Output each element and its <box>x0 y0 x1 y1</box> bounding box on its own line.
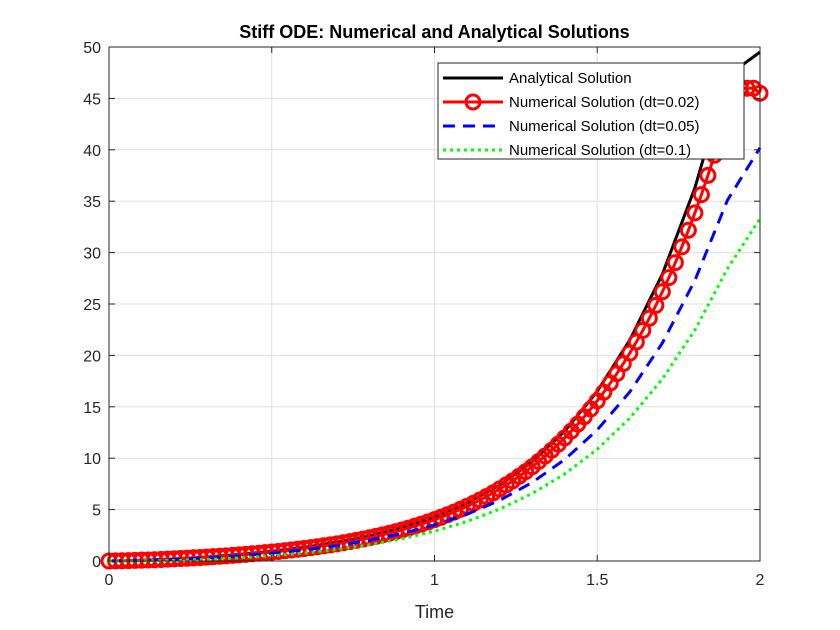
y-tick-label: 0 <box>92 554 101 571</box>
y-tick-label: 5 <box>92 503 101 520</box>
data-point <box>647 296 665 314</box>
data-point <box>679 221 697 239</box>
series-line <box>108 146 762 563</box>
data-point <box>673 238 691 256</box>
legend-label: Analytical Solution <box>509 70 632 87</box>
legend: Analytical Solution Numerical Solution (d… <box>437 62 745 160</box>
x-tick-label: 1.5 <box>586 572 608 589</box>
legend-label: Numerical Solution (dt=0.1) <box>509 142 691 159</box>
x-axis-label: Time <box>415 602 454 622</box>
y-tick-label: 45 <box>83 91 101 108</box>
y-tick-label: 20 <box>83 348 101 365</box>
legend-label: Numerical Solution (dt=0.05) <box>509 118 700 135</box>
data-point <box>666 254 684 272</box>
x-tick-label: 0 <box>105 572 114 589</box>
series-line <box>109 217 762 563</box>
data-point <box>699 166 717 184</box>
legend-label: Numerical Solution (dt=0.02) <box>509 94 700 111</box>
y-tick-label: 40 <box>83 143 101 160</box>
y-tick-label: 10 <box>83 451 101 468</box>
chart-title: Stiff ODE: Numerical and Analytical Solu… <box>239 22 629 42</box>
series-3 <box>109 217 762 563</box>
x-tick-label: 1 <box>430 572 439 589</box>
grid <box>108 46 761 562</box>
series-2 <box>108 146 762 563</box>
legend-marker <box>464 93 482 111</box>
x-tick-label: 0.5 <box>261 572 283 589</box>
data-point <box>660 269 678 287</box>
data-point <box>653 283 671 301</box>
x-tick-label: 2 <box>756 572 765 589</box>
y-tick-label: 25 <box>83 297 101 314</box>
y-tick-label: 30 <box>83 246 101 263</box>
data-point <box>640 309 658 327</box>
y-tick-label: 15 <box>83 400 101 417</box>
y-tick-label: 35 <box>83 194 101 211</box>
y-tick-label: 50 <box>83 40 101 57</box>
data-point <box>692 186 710 204</box>
data-point <box>686 204 704 222</box>
